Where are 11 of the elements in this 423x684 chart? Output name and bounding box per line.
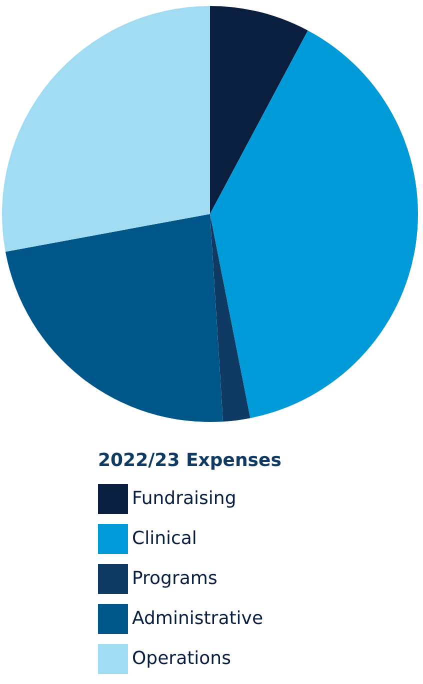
pie-slice — [210, 6, 308, 214]
legend-title: 2022/23 Expenses — [98, 450, 282, 471]
legend-label: Clinical — [132, 528, 197, 549]
pie-slice — [210, 214, 250, 422]
legend-label: Programs — [132, 568, 218, 589]
pie-slice — [2, 6, 210, 252]
legend-label: Operations — [132, 648, 231, 669]
pie-slice — [5, 214, 224, 422]
pie-slice — [210, 30, 418, 418]
legend-label: Administrative — [132, 608, 264, 629]
legend-label: Fundraising — [132, 488, 236, 509]
